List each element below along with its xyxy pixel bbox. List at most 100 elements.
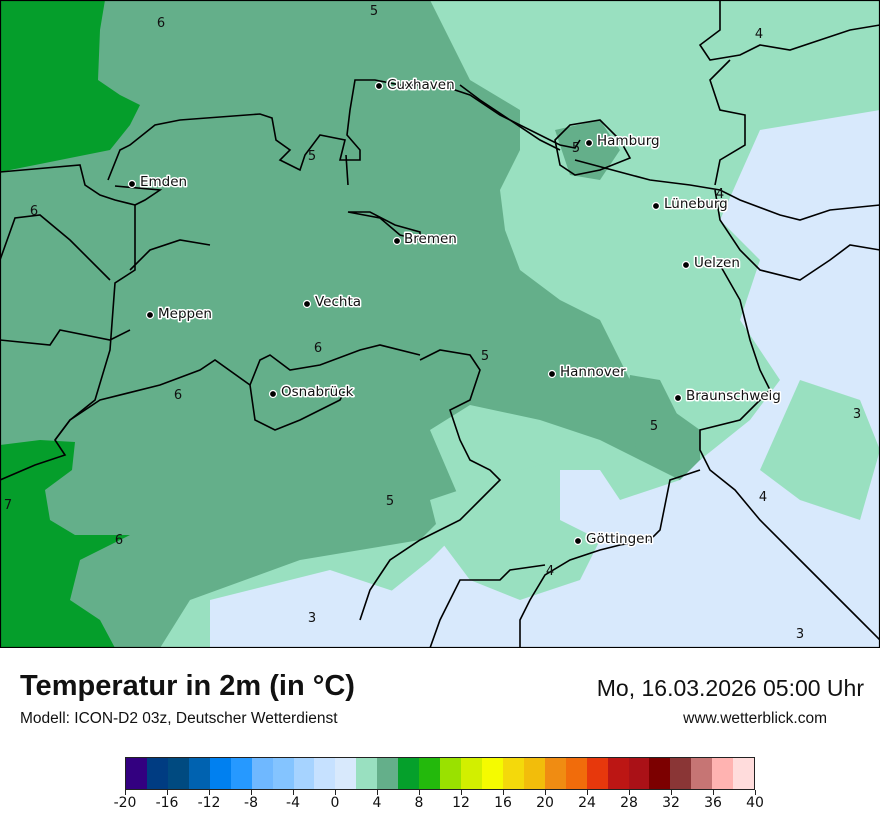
map-canvas: 5 6 4 5 5 4 6 6 5 6 3 5 4 5 7 6 4 3 3 Cu… bbox=[0, 0, 880, 648]
legend-bin bbox=[335, 758, 357, 789]
isoline-label: 4 bbox=[546, 564, 554, 579]
field-4-6-braunschweig bbox=[625, 375, 712, 480]
legend-bin bbox=[146, 758, 168, 789]
city-markers: Cuxhaven Hamburg Emden Lüneburg Bremen U… bbox=[127, 76, 782, 549]
field-6-8-nw bbox=[0, 0, 140, 172]
isoline-label: 7 bbox=[4, 498, 12, 513]
legend-bin bbox=[356, 758, 378, 789]
legend-bin bbox=[251, 758, 273, 789]
city-label: Göttingen bbox=[586, 531, 653, 547]
city-hannover: Hannover bbox=[547, 363, 628, 382]
legend-tick bbox=[586, 790, 588, 795]
city-label: Hamburg bbox=[597, 133, 660, 149]
legend-tick-label: 8 bbox=[414, 795, 424, 811]
city-label: Hannover bbox=[560, 364, 626, 380]
legend-tick-labels: -20 -16 -12 -8 -4 0 4 8 12 16 20 24 28 32 36 40 bbox=[114, 790, 764, 820]
model-subtitle: Modell: ICON-D2 03z, Deutscher Wetterdie… bbox=[20, 710, 338, 727]
legend-bin bbox=[272, 758, 294, 789]
city-label: Uelzen bbox=[694, 255, 740, 271]
field-6-8-sw bbox=[0, 440, 130, 648]
legend-tick bbox=[334, 790, 336, 795]
isoline-label: 5 bbox=[481, 349, 489, 364]
legend-tick bbox=[208, 790, 210, 795]
city-dot-icon bbox=[584, 138, 594, 148]
city-meppen: Meppen bbox=[145, 305, 213, 324]
legend-tick bbox=[460, 790, 462, 795]
legend-bin bbox=[502, 758, 524, 789]
legend-bin bbox=[188, 758, 210, 789]
legend-bin bbox=[586, 758, 608, 789]
isoline-label: 6 bbox=[314, 341, 322, 356]
city-label: Osnabrück bbox=[281, 384, 354, 400]
legend-tick-label: 40 bbox=[746, 795, 764, 811]
website-label: www.wetterblick.com bbox=[683, 710, 827, 727]
legend-tick-label: 36 bbox=[704, 795, 722, 811]
legend-tick bbox=[250, 790, 252, 795]
legend-tick bbox=[670, 790, 672, 795]
legend-tick-label: 12 bbox=[452, 795, 470, 811]
city-bremen: Bremen bbox=[392, 230, 458, 249]
city-osnabrueck: Osnabrück bbox=[268, 383, 355, 402]
isoline-label: 4 bbox=[759, 490, 767, 505]
field-4-6-hamburg bbox=[555, 120, 620, 180]
city-dot-icon bbox=[547, 369, 557, 379]
city-dot-icon bbox=[145, 310, 155, 320]
legend-bin bbox=[126, 758, 147, 789]
legend-bin bbox=[293, 758, 315, 789]
legend-tick-label: -16 bbox=[155, 795, 179, 811]
legend-bin bbox=[691, 758, 713, 789]
isoline-label: 4 bbox=[716, 187, 724, 202]
legend-tick-label: 32 bbox=[662, 795, 680, 811]
legend-tick-label: 16 bbox=[494, 795, 512, 811]
legend-tick-label: -8 bbox=[244, 795, 258, 811]
city-dot-icon bbox=[651, 201, 661, 211]
legend-bin bbox=[481, 758, 503, 789]
city-label: Braunschweig bbox=[686, 388, 781, 404]
legend-tick bbox=[292, 790, 294, 795]
city-lueneburg: Lüneburg bbox=[651, 195, 729, 214]
isoline-label: 6 bbox=[157, 16, 165, 31]
city-label: Vechta bbox=[315, 294, 361, 310]
legend-tick-label: -12 bbox=[197, 795, 221, 811]
field-0-2-sw bbox=[210, 570, 420, 648]
city-braunschweig: Braunschweig bbox=[673, 387, 782, 406]
legend-bin bbox=[440, 758, 461, 789]
city-dot-icon bbox=[673, 393, 683, 403]
isoline-label: 3 bbox=[796, 627, 804, 642]
isoline-label: 6 bbox=[30, 204, 38, 219]
legend-bin bbox=[649, 758, 671, 789]
legend-tick bbox=[628, 790, 630, 795]
city-label: Emden bbox=[140, 174, 187, 190]
isoline-label: 6 bbox=[115, 533, 123, 548]
city-label: Meppen bbox=[158, 306, 212, 322]
city-dot-icon bbox=[681, 260, 691, 270]
legend-tick bbox=[712, 790, 714, 795]
legend-tick-label: 28 bbox=[620, 795, 638, 811]
legend-bin bbox=[565, 758, 587, 789]
city-uelzen: Uelzen bbox=[681, 254, 741, 273]
isoline-label: 4 bbox=[755, 27, 763, 42]
city-label: Lüneburg bbox=[664, 196, 728, 212]
city-dot-icon bbox=[392, 236, 402, 246]
legend-bin bbox=[712, 758, 734, 789]
legend-tick bbox=[376, 790, 378, 795]
city-label: Cuxhaven bbox=[387, 77, 455, 93]
forecast-datetime: Mo, 16.03.2026 05:00 Uhr bbox=[596, 675, 864, 701]
legend-bin bbox=[628, 758, 650, 789]
legend-bin bbox=[398, 758, 420, 789]
field-2-4-south bbox=[430, 460, 600, 600]
legend-tick-label: 24 bbox=[578, 795, 596, 811]
legend-tick-label: 20 bbox=[536, 795, 554, 811]
legend-bin bbox=[523, 758, 545, 789]
legend-bin bbox=[670, 758, 692, 789]
legend-tick bbox=[502, 790, 504, 795]
city-dot-icon bbox=[374, 81, 384, 91]
isoline-label: 3 bbox=[308, 611, 316, 626]
city-dot-icon bbox=[268, 389, 278, 399]
legend-tick bbox=[124, 790, 126, 795]
legend-bin bbox=[461, 758, 482, 789]
field-2-4-east-patch bbox=[760, 380, 880, 520]
legend-bin bbox=[167, 758, 189, 789]
city-label: Bremen bbox=[404, 231, 457, 247]
city-dot-icon bbox=[127, 179, 137, 189]
